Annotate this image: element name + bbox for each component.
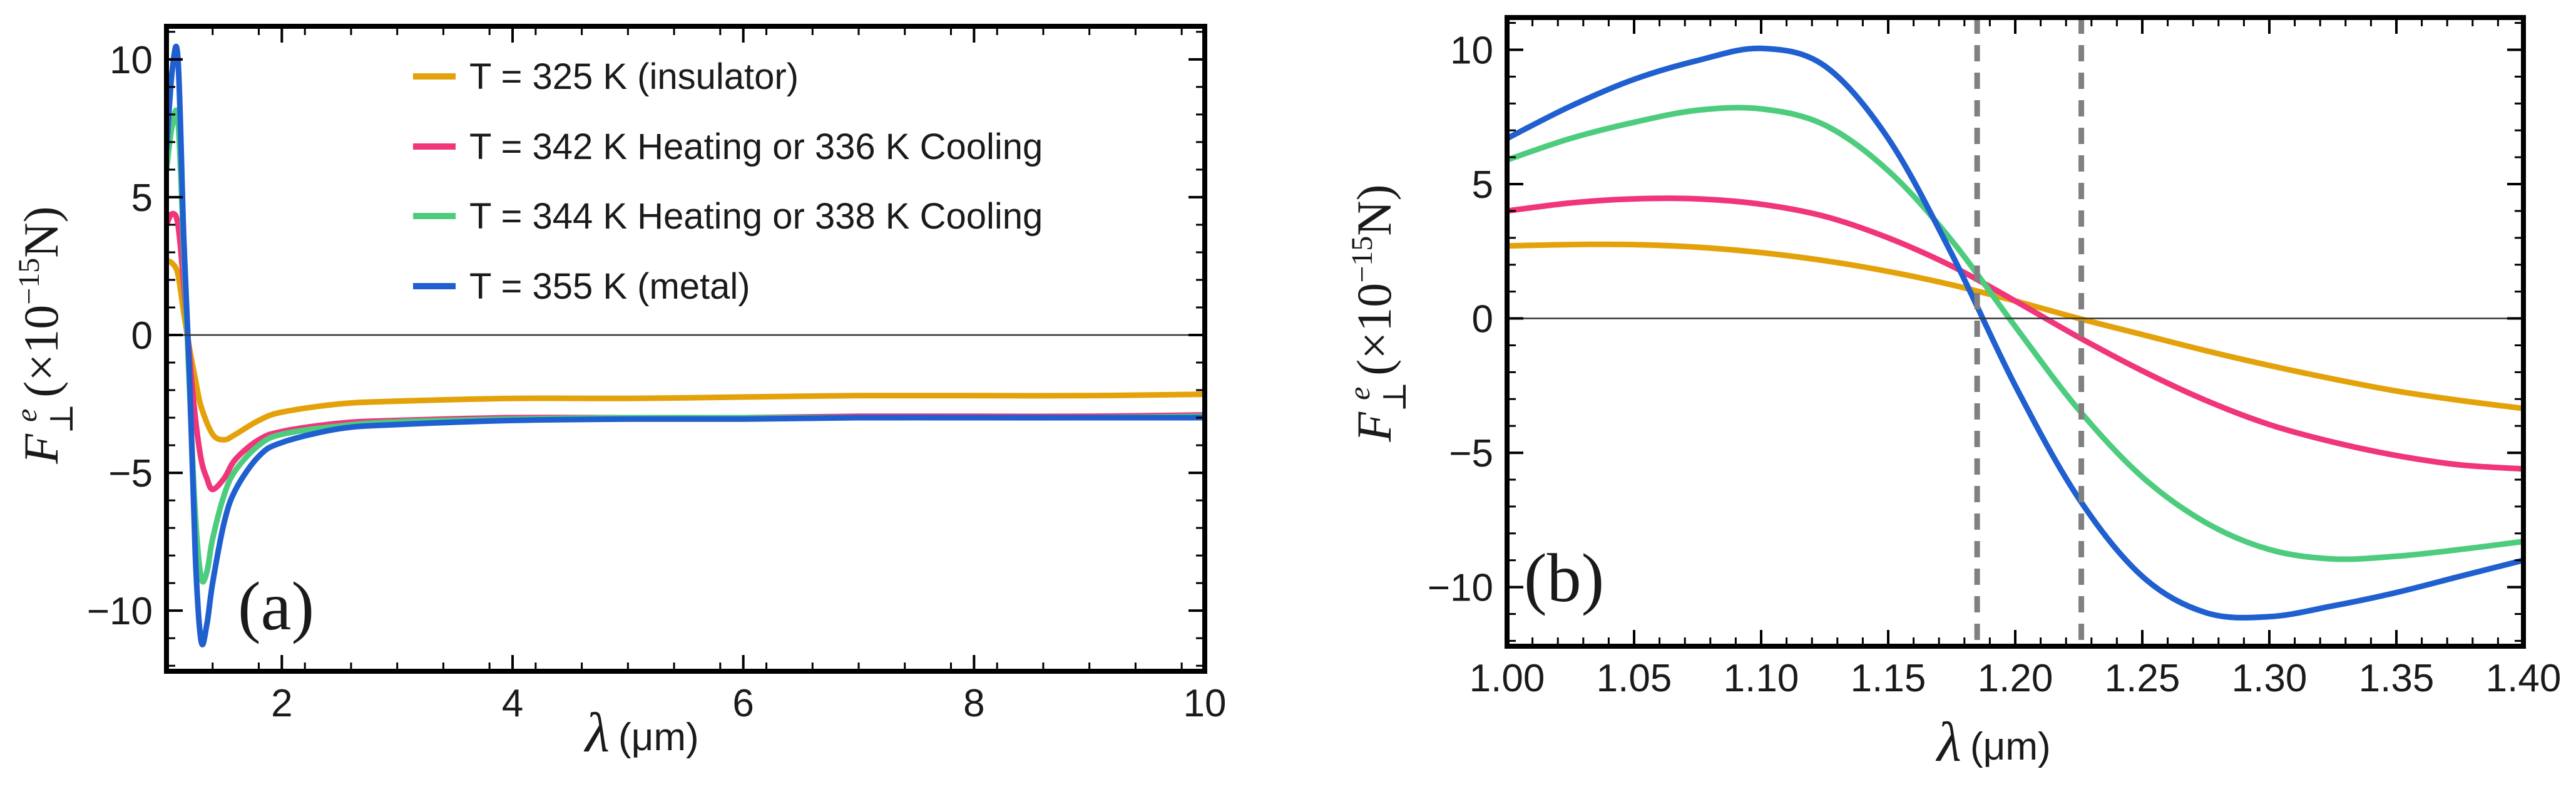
- panel-a-ytick-label: 5: [131, 177, 153, 220]
- panel-a-xtick-label: 8: [963, 682, 984, 725]
- legend: T = 325 K (insulator) T = 342 K Heating …: [413, 56, 1043, 307]
- panel-b-xtick-label: 1.35: [2359, 657, 2435, 700]
- svg-text:λ: λ: [583, 702, 610, 764]
- panel-a-series-355K: [166, 43, 1205, 647]
- panel-a-xtick-label: 10: [1183, 682, 1227, 725]
- panel-b-extras: [1507, 18, 2523, 646]
- legend-label-355K: T = 355 K (metal): [469, 266, 750, 307]
- panel-a-ytick-label: −10: [87, 590, 153, 633]
- panel-b-label: (b): [1524, 540, 1604, 616]
- panel-b-series-355K: [1507, 45, 2523, 621]
- legend-item-355K: T = 355 K (metal): [413, 266, 750, 307]
- panel-a-series-342K: [166, 210, 1205, 492]
- panel-a-ytick-label: 0: [131, 314, 153, 358]
- panel-a-xtick-label: 2: [271, 682, 292, 725]
- panel-b-xlabel: λ (μm): [1935, 711, 2051, 773]
- svg-text:F⊥e(×10−15N): F⊥e(×10−15N): [10, 206, 80, 464]
- legend-label-325K: T = 325 K (insulator): [469, 56, 799, 97]
- panel-a-xtick-label: 4: [502, 682, 523, 725]
- panel-a-ticks: 2 4 6 8 10 −10 −5 0 5 10: [87, 26, 1227, 725]
- panel-b-xtick-label: 1.30: [2232, 657, 2308, 700]
- panel-b-ylabel: F⊥e(×10−15N): [1343, 184, 1413, 442]
- legend-label-344K: T = 344 K Heating or 338 K Cooling: [469, 196, 1043, 237]
- panel-a-frame: [164, 24, 1207, 674]
- panel-a-series-344K: [166, 107, 1205, 585]
- panel-a-label: (a): [238, 568, 314, 644]
- panel-a-ytick-label: −5: [108, 452, 153, 495]
- panel-b-xtick-label: 1.05: [1597, 657, 1672, 700]
- panel-b-ytick-label: 5: [1472, 163, 1493, 207]
- panel-b-ytick-label: −10: [1428, 567, 1493, 610]
- svg-text:(μm): (μm): [618, 716, 699, 759]
- panel-a-xtick-label: 6: [732, 682, 754, 725]
- panel-b-ytick-label: −5: [1449, 432, 1493, 475]
- legend-item-344K: T = 344 K Heating or 338 K Cooling: [413, 196, 1043, 237]
- panel-a-ylabel: F⊥e(×10−15N): [10, 206, 80, 464]
- panel-b-xtick-label: 1.40: [2486, 657, 2562, 700]
- legend-item-342K: T = 342 K Heating or 336 K Cooling: [413, 126, 1043, 167]
- panel-b-ytick-label: 10: [1450, 29, 1493, 72]
- panel-a-series: [166, 43, 1205, 647]
- panel-b-series-342K: [1507, 195, 2523, 472]
- legend-item-325K: T = 325 K (insulator): [413, 56, 799, 97]
- svg-text:F⊥e(×10−15N): F⊥e(×10−15N): [1343, 184, 1413, 442]
- svg-text:λ: λ: [1935, 711, 1961, 773]
- panel-b-xtick-label: 1.15: [1851, 657, 1926, 700]
- panel-b-frame: [1505, 15, 2526, 649]
- panel-b-series-344K: [1507, 105, 2523, 562]
- panel-b-xtick-label: 1.00: [1469, 657, 1545, 700]
- panel-a-ytick-label: 10: [110, 39, 153, 82]
- panel-b-ytick-label: 0: [1472, 298, 1493, 341]
- panel-b-chart: 1.00 1.05 1.10 1.15 1.20 1.25 1.30 1.35 1.40 −10 −…: [1343, 15, 2562, 773]
- panel-b-series: [1507, 45, 2523, 621]
- panel-a-xlabel: λ (μm): [583, 702, 699, 764]
- legend-label-342K: T = 342 K Heating or 336 K Cooling: [469, 126, 1043, 167]
- panel-b-ticks: 1.00 1.05 1.10 1.15 1.20 1.25 1.30 1.35 1.40 −10 −…: [1428, 18, 2562, 700]
- panel-b-xtick-label: 1.20: [1978, 657, 2053, 700]
- panel-b-xtick-label: 1.25: [2105, 657, 2180, 700]
- svg-text:(μm): (μm): [1970, 725, 2051, 768]
- panel-b-xtick-label: 1.10: [1724, 657, 1799, 700]
